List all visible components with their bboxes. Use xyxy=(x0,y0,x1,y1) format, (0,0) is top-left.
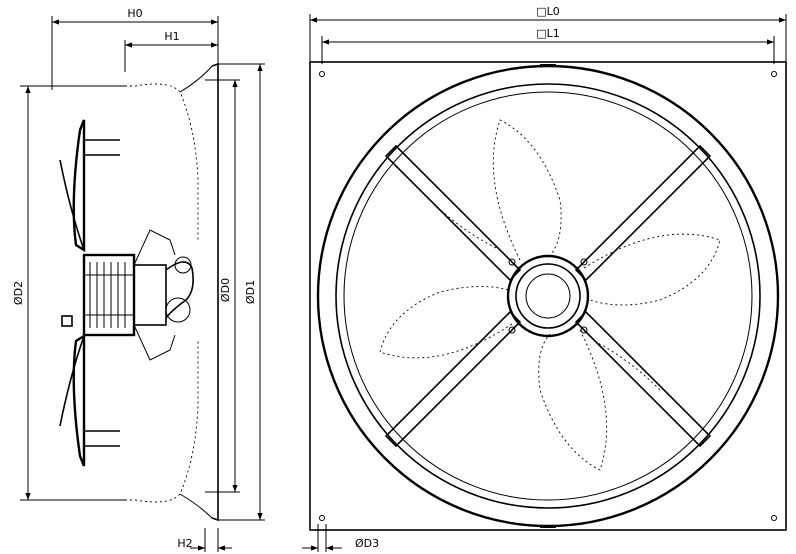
strut-upper xyxy=(133,229,176,266)
plate-flange-bottom xyxy=(179,493,213,519)
motor-body xyxy=(133,264,167,326)
front-hub-outer xyxy=(506,254,590,338)
corner-hole-tl xyxy=(319,71,325,77)
motor-mount xyxy=(165,261,194,319)
guard-outline-bottom xyxy=(125,340,199,503)
ring-tab-bottom xyxy=(540,525,556,528)
corner-hole-tr xyxy=(771,71,777,77)
dimension-d0: ØD0 xyxy=(205,79,240,493)
strut-ne xyxy=(574,144,712,282)
dimension-h0: H0 xyxy=(51,7,219,90)
d1-label: ØD1 xyxy=(244,280,257,304)
d3-label: ØD3 xyxy=(355,537,379,550)
dimension-h1: H1 xyxy=(124,30,218,72)
hub-bolt-3 xyxy=(508,326,516,334)
strut-lower xyxy=(133,324,176,361)
blade-upper-2 xyxy=(59,139,120,251)
motor-endcap xyxy=(165,297,191,323)
hub-bolt-1 xyxy=(508,258,516,266)
strut-sw xyxy=(384,310,522,448)
mounting-plate-profile xyxy=(211,62,219,522)
dimension-l0: □L0 xyxy=(309,5,787,62)
d0-label: ØD0 xyxy=(219,278,232,302)
hub-bolt-4 xyxy=(580,326,588,334)
l1-label: □L1 xyxy=(536,27,560,40)
h1-label: H1 xyxy=(164,30,179,43)
hub-bolt-2 xyxy=(580,258,588,266)
guard-rim xyxy=(343,91,753,501)
blade-3 xyxy=(538,329,608,471)
blade-4 xyxy=(379,285,513,359)
ring-tab-top xyxy=(540,64,556,67)
d2-label: ØD2 xyxy=(12,281,25,305)
blade-lower xyxy=(72,333,86,467)
front-view: □L0 □L1 ØD3 xyxy=(302,5,787,552)
support-struts xyxy=(384,144,712,448)
venturi-outer-ring xyxy=(316,64,780,528)
dimension-d2: ØD2 xyxy=(12,85,125,501)
blade-1 xyxy=(492,119,562,261)
dimension-d3: ØD3 xyxy=(302,524,379,552)
dimension-d1: ØD1 xyxy=(218,63,265,521)
junction-box xyxy=(174,256,192,274)
dimension-h2: H2 xyxy=(177,528,232,552)
mounting-plate xyxy=(309,61,787,531)
side-view: H0 H1 ØD2 ØD0 ØD1 xyxy=(12,7,265,552)
h2-label: H2 xyxy=(177,537,192,550)
fan-blades xyxy=(379,119,721,471)
h0-label: H0 xyxy=(127,7,142,20)
venturi-inner-ring xyxy=(335,83,761,509)
guard-outline-top xyxy=(125,83,199,240)
front-hub-inner xyxy=(515,263,581,329)
corner-hole-bl xyxy=(319,515,325,521)
corner-hole-br xyxy=(771,515,777,521)
strut-nw xyxy=(384,144,522,282)
strut-se xyxy=(574,310,712,448)
dimension-l1: □L1 xyxy=(321,27,775,64)
blade-2 xyxy=(583,233,721,306)
blade-edge-1 xyxy=(429,199,501,251)
front-hub-cap xyxy=(525,273,571,319)
plate-flange-top xyxy=(179,65,213,93)
l0-label: □L0 xyxy=(536,5,560,18)
hub-nose xyxy=(61,315,73,327)
blade-edge-2 xyxy=(595,341,661,391)
hub-body xyxy=(82,253,136,337)
blade-lower-2 xyxy=(59,335,120,447)
blade-upper xyxy=(72,119,86,253)
